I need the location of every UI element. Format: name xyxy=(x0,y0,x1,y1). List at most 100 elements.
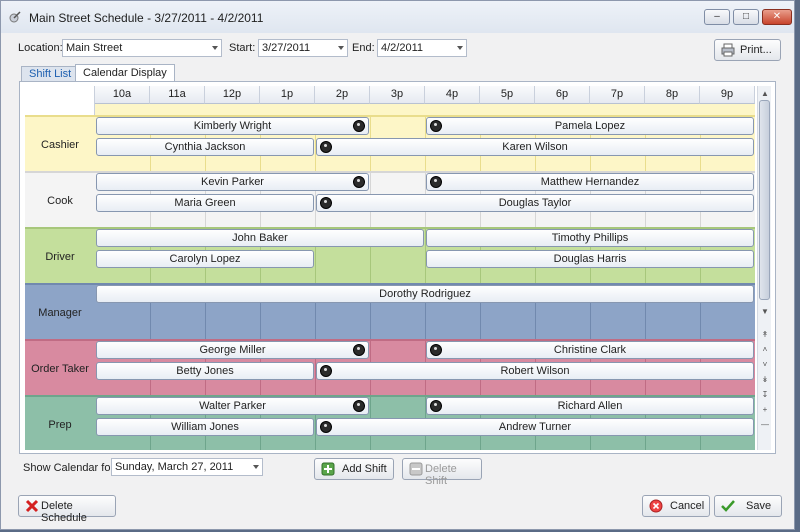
checkmark-icon xyxy=(721,500,735,512)
hour-header: 8p xyxy=(645,86,700,104)
close-button[interactable]: ✕ xyxy=(762,9,792,25)
zoom-out-icon[interactable]: — xyxy=(761,420,769,429)
scroll-line-up-icon[interactable]: ˅ xyxy=(762,360,768,369)
scroll-last-icon[interactable]: ↧ xyxy=(761,390,769,399)
hour-header: 12p xyxy=(205,86,260,104)
minimize-icon: – xyxy=(714,11,720,22)
shift-employee-name: Richard Allen xyxy=(557,400,623,412)
hour-header: 2p xyxy=(315,86,370,104)
shift-block[interactable]: John Baker xyxy=(96,229,424,247)
shift-employee-name: Kimberly Wright xyxy=(193,120,272,132)
shift-employee-name: Kevin Parker xyxy=(201,176,264,188)
save-button[interactable]: Save xyxy=(714,495,782,517)
shift-block[interactable]: Douglas Taylor xyxy=(316,194,754,212)
add-shift-button[interactable]: Add Shift xyxy=(314,458,394,480)
scroll-thumb[interactable] xyxy=(759,100,770,300)
maximize-button[interactable]: □ xyxy=(733,9,759,25)
shift-block[interactable]: Kevin Parker xyxy=(96,173,369,191)
delete-shift-button[interactable]: Delete Shift xyxy=(402,458,482,487)
grid-line xyxy=(315,397,316,450)
vertical-scrollbar[interactable]: ▲ ▼ ↟ ˄ ˅ ↡ ↧ + — xyxy=(757,86,771,450)
shift-pin-icon xyxy=(353,400,365,412)
hour-header: 11a xyxy=(150,86,205,104)
zoom-in-icon[interactable]: + xyxy=(762,405,768,414)
show-calendar-label: Show Calendar for: xyxy=(23,462,118,474)
add-icon xyxy=(321,462,335,476)
role-label: Driver xyxy=(25,227,95,283)
grid-line xyxy=(260,285,261,339)
shift-pin-icon xyxy=(430,400,442,412)
role-label: Cook xyxy=(25,171,95,227)
hour-header: 3p xyxy=(370,86,425,104)
end-label: End: xyxy=(352,42,375,54)
shift-block[interactable]: Carolyn Lopez xyxy=(96,250,314,268)
shift-pin-icon xyxy=(353,176,365,188)
delete-schedule-label: Delete Schedule xyxy=(41,500,87,524)
minimize-button[interactable]: – xyxy=(704,9,730,25)
shift-block[interactable]: William Jones xyxy=(96,418,314,436)
maximize-icon: □ xyxy=(742,11,750,22)
shift-employee-name: John Baker xyxy=(232,232,288,244)
tab-calendar-display[interactable]: Calendar Display xyxy=(75,64,175,82)
end-date-picker[interactable]: 4/2/2011 xyxy=(377,39,467,57)
scroll-down-icon[interactable]: ▼ xyxy=(761,307,769,316)
shift-block[interactable]: Matthew Hernandez xyxy=(426,173,754,191)
shift-pin-icon xyxy=(320,141,332,153)
grid-line xyxy=(150,285,151,339)
shift-employee-name: Pamela Lopez xyxy=(554,120,626,132)
grid-line xyxy=(315,285,316,339)
grid-line xyxy=(480,285,481,339)
scroll-page-up-icon[interactable]: ˄ xyxy=(762,345,768,354)
shift-employee-name: Robert Wilson xyxy=(500,365,570,377)
shift-pin-icon xyxy=(353,344,365,356)
shift-block[interactable]: Timothy Phillips xyxy=(426,229,754,247)
location-select[interactable]: Main Street xyxy=(62,39,222,57)
cancel-label: Cancel xyxy=(670,500,705,512)
hour-header: 5p xyxy=(480,86,535,104)
shift-employee-name: Dorothy Rodriguez xyxy=(379,288,471,300)
grid-line xyxy=(590,285,591,339)
grid-line xyxy=(370,229,371,283)
printer-icon xyxy=(721,43,735,57)
shift-block[interactable]: Betty Jones xyxy=(96,362,314,380)
shift-block[interactable]: Robert Wilson xyxy=(316,362,754,380)
delete-schedule-button[interactable]: Delete Schedule xyxy=(18,495,116,524)
scroll-first-icon[interactable]: ↟ xyxy=(761,330,769,339)
shift-pin-icon xyxy=(353,120,365,132)
grid-line xyxy=(315,229,316,283)
shift-block[interactable]: George Miller xyxy=(96,341,369,359)
shift-block[interactable]: Richard Allen xyxy=(426,397,754,415)
show-calendar-value: Sunday, March 27, 2011 xyxy=(115,461,234,473)
shift-employee-name: Walter Parker xyxy=(199,400,266,412)
role-label: Prep xyxy=(25,395,95,450)
app-icon xyxy=(9,11,21,23)
grid-line xyxy=(645,285,646,339)
shift-block[interactable]: Maria Green xyxy=(96,194,314,212)
scroll-up-icon[interactable]: ▲ xyxy=(761,89,769,98)
shift-block[interactable]: Douglas Harris xyxy=(426,250,754,268)
grid-line xyxy=(315,117,316,171)
scroll-page-down-icon[interactable]: ↡ xyxy=(761,375,769,384)
delete-shift-label: Delete Shift xyxy=(425,463,457,487)
shift-block[interactable]: Pamela Lopez xyxy=(426,117,754,135)
shift-block[interactable]: Kimberly Wright xyxy=(96,117,369,135)
shift-block[interactable]: Andrew Turner xyxy=(316,418,754,436)
tab-shift-list[interactable]: Shift List xyxy=(21,66,80,81)
role-label: Cashier xyxy=(25,115,95,171)
shift-block[interactable]: Dorothy Rodriguez xyxy=(96,285,754,303)
chevron-down-icon xyxy=(338,46,344,50)
cancel-button[interactable]: Cancel xyxy=(642,495,710,517)
shift-block[interactable]: Walter Parker xyxy=(96,397,369,415)
save-label: Save xyxy=(746,500,772,512)
shift-pin-icon xyxy=(430,176,442,188)
shift-block[interactable]: Christine Clark xyxy=(426,341,754,359)
shift-block[interactable]: Cynthia Jackson xyxy=(96,138,314,156)
show-calendar-date-picker[interactable]: Sunday, March 27, 2011 xyxy=(111,458,263,476)
start-date-picker[interactable]: 3/27/2011 xyxy=(258,39,348,57)
header-spacer xyxy=(95,104,755,115)
print-button[interactable]: Print... xyxy=(714,39,781,61)
shift-block[interactable]: Karen Wilson xyxy=(316,138,754,156)
grid-line xyxy=(700,285,701,339)
shift-employee-name: William Jones xyxy=(171,421,239,433)
